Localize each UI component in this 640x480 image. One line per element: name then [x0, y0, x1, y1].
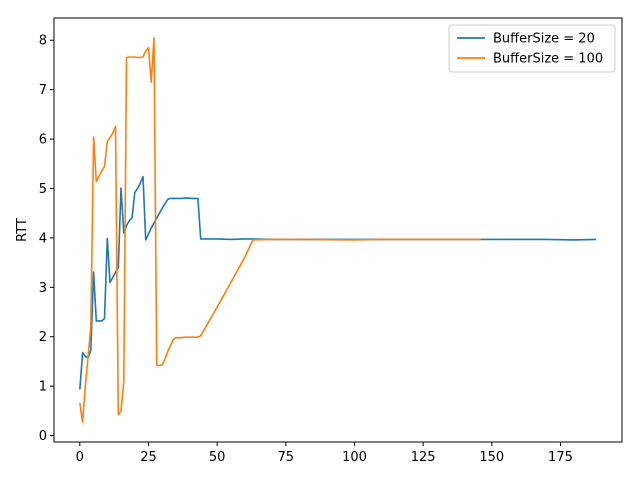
x-tick-label: 50: [209, 450, 226, 465]
x-tick-label: 0: [76, 450, 84, 465]
x-tick-label: 175: [548, 450, 573, 465]
legend-box: [448, 24, 616, 73]
series-line-1: [79, 36, 481, 424]
y-tick-label: 7: [39, 83, 47, 98]
y-tick-label: 5: [39, 182, 47, 197]
legend-entry-label: BufferSize = 100: [493, 52, 603, 67]
x-tick-label: 25: [140, 450, 157, 465]
y-tick-label: 4: [39, 231, 47, 246]
legend: BufferSize = 20 BufferSize = 100: [448, 24, 616, 73]
y-tick-label: 1: [39, 380, 47, 395]
x-tick-label: 75: [278, 450, 295, 465]
y-tick-label: 8: [39, 34, 47, 49]
y-tick-label: 2: [39, 330, 47, 345]
y-tick-label: 3: [39, 281, 47, 296]
y-axis-label: RTT: [15, 218, 30, 242]
legend-entry-label: BufferSize = 20: [493, 32, 595, 47]
plot-frame: [53, 17, 623, 443]
y-tick-label: 0: [39, 429, 47, 444]
series-layer: [79, 36, 597, 424]
x-tick-label: 150: [479, 450, 504, 465]
ticks-layer: 0 25 50 75 100 125 150 175 0 1 2 3 4 5 6 7 8: [39, 34, 573, 465]
x-tick-label: 100: [342, 450, 367, 465]
y-tick-label: 6: [39, 133, 47, 148]
x-tick-label: 125: [411, 450, 436, 465]
